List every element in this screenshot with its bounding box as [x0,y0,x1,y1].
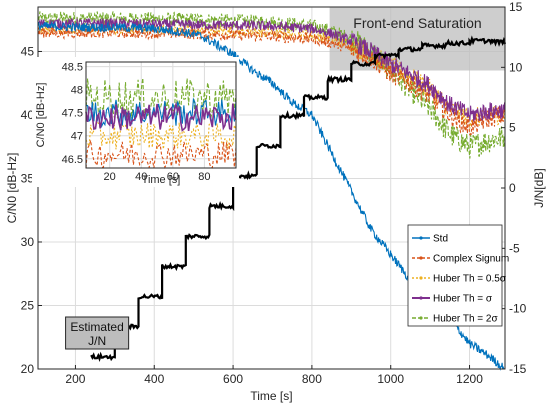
y-right-tick-label: -10 [509,302,527,316]
annotation-box-estimated-jn [65,316,130,350]
annotation-estimated-line2: J/N [88,334,106,348]
legend-label: Complex Signum [433,254,509,265]
inset-y-tick-label: 48 [71,85,83,97]
y-right-tick-label: 5 [509,121,516,135]
series-line-estimated-j-n [90,35,507,363]
x-tick-label: 600 [223,372,243,386]
y-left-tick-label: 35 [21,171,35,185]
inset-y-tick-label: 46.5 [62,154,83,166]
inset-x-axis-label: Time [s] [142,174,181,186]
x-tick-label: 200 [65,372,85,386]
series-line-huber-th- [37,17,506,122]
y-left-tick-label: 45 [21,44,35,58]
x-axis-label: Time [s] [250,389,292,403]
annotation-estimated-line1: Estimated [70,320,123,334]
legend-label: Huber Th = 2σ [433,314,498,325]
inset-series-huber-th-0-5- [85,120,237,150]
inset-x-tick-label: 20 [104,171,116,183]
x-tick-label: 1200 [456,372,483,386]
legend-marker [419,276,423,280]
inset-x-tick-label: 80 [198,171,210,183]
y-left-tick-label: 40 [21,108,35,122]
y-right-axis-label: J/N[dB] [532,168,546,207]
inset-y-axis-label: C/N0 [dB-Hz] [35,83,47,148]
legend: Std Complex Signum Huber Th = 0.5σ Huber Th… [407,224,509,327]
x-tick-label: 1000 [377,372,404,386]
y-left-tick-label: 30 [21,235,35,249]
legend-label: Huber Th = σ [433,294,493,305]
inset-x-tick-label: 40 [135,171,147,183]
inset-y-tick-label: 47 [71,131,83,143]
y-right-tick-label: 0 [509,181,516,195]
legend-marker [419,316,423,320]
inset-series-complex-signum [85,140,237,169]
y-left-tick-label: 25 [21,298,35,312]
inset-x-tick-label: 60 [167,171,179,183]
series-line-complex-signum [37,24,506,136]
legend-label: Std [433,234,448,245]
legend-marker [419,296,423,300]
inset-frame [85,61,237,169]
inset-y-tick-label: 47.5 [62,108,83,120]
series-layer [37,11,507,371]
y-right-tick-label: 10 [509,60,523,74]
y-left-axis-label: C/N0 [dB-Hz] [5,153,19,224]
inset-y-tick-label: 48.5 [62,62,83,74]
x-tick-label: 800 [302,372,322,386]
inset-chart: 20 40 60 80 46.5 47 47.5 48 48.5 Time [s] C/N0 [dB… [32,57,239,187]
y-right-tick-label: 15 [509,0,523,14]
legend-box [407,224,503,327]
legend-label: Huber Th = 0.5σ [433,274,507,285]
y-right-tick-label: -5 [509,241,520,255]
y-right-tick-label: -15 [509,362,527,376]
legend-marker [419,236,423,240]
x-tick-label: 400 [144,372,164,386]
inset-series-huber-th- [85,101,237,132]
legend-marker [419,256,423,260]
y-left-tick-label: 20 [21,362,35,376]
axes-layer: 200 400 600 800 1000 1200202530354045-15-10-5… [5,0,546,403]
annotation-front-end-saturation: Front-end Saturation [353,15,481,31]
